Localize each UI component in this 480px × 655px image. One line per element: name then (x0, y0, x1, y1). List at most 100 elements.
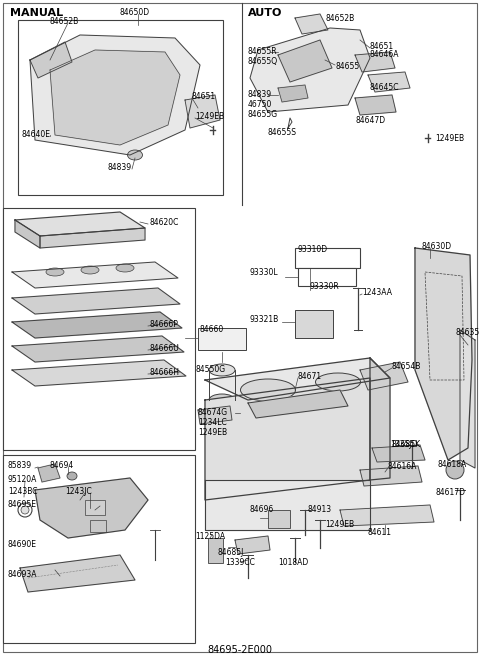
Polygon shape (355, 52, 395, 72)
Bar (298, 268, 356, 286)
Text: 84651: 84651 (370, 42, 394, 51)
Polygon shape (38, 464, 60, 482)
Text: 1243BC: 1243BC (8, 487, 37, 496)
Polygon shape (50, 50, 180, 145)
Text: 84671: 84671 (298, 372, 322, 381)
Bar (85, 500, 105, 515)
Polygon shape (15, 212, 145, 236)
Ellipse shape (116, 264, 134, 272)
Text: 84652B: 84652B (50, 17, 79, 26)
Polygon shape (12, 360, 186, 386)
Text: 1249EB: 1249EB (198, 428, 227, 437)
Polygon shape (185, 95, 220, 128)
Polygon shape (12, 288, 180, 314)
Polygon shape (35, 478, 148, 538)
Text: 93330R: 93330R (310, 282, 340, 291)
Text: 84652B: 84652B (325, 14, 354, 23)
Polygon shape (278, 85, 308, 102)
Text: 84695E: 84695E (8, 500, 37, 509)
Text: 84646A: 84646A (370, 50, 399, 59)
Text: 84550G: 84550G (195, 365, 225, 374)
Polygon shape (205, 480, 370, 530)
Text: 95120A: 95120A (8, 475, 37, 484)
Bar (295, 310, 333, 338)
Polygon shape (30, 35, 200, 155)
Text: 84647D: 84647D (355, 116, 385, 125)
Text: 1339CC: 1339CC (225, 558, 255, 567)
Ellipse shape (46, 268, 64, 276)
Polygon shape (460, 330, 475, 468)
Text: 1249EB: 1249EB (325, 520, 354, 529)
Polygon shape (372, 445, 425, 462)
Text: 84655Q: 84655Q (248, 57, 278, 66)
Bar (208, 538, 223, 563)
Text: 84620C: 84620C (150, 218, 180, 227)
Text: 84660: 84660 (200, 325, 224, 334)
Polygon shape (370, 358, 390, 480)
Text: 84839: 84839 (108, 163, 132, 172)
Polygon shape (360, 362, 408, 390)
Text: 84695-2E000: 84695-2E000 (207, 645, 273, 655)
Text: 84666U: 84666U (150, 344, 180, 353)
Text: 1335JD: 1335JD (390, 440, 418, 449)
Ellipse shape (315, 373, 360, 391)
Bar (3, 208, 195, 450)
Text: 84666H: 84666H (150, 368, 180, 377)
Polygon shape (340, 505, 434, 526)
Text: 1234LC: 1234LC (198, 418, 227, 427)
Polygon shape (205, 378, 370, 500)
Text: 84839: 84839 (248, 90, 272, 99)
Ellipse shape (128, 150, 143, 160)
Ellipse shape (67, 472, 77, 480)
Text: 84655S: 84655S (268, 128, 297, 137)
Text: 84654B: 84654B (392, 362, 421, 371)
Bar (3, 455, 195, 643)
Polygon shape (360, 466, 422, 486)
Text: 84685J: 84685J (218, 548, 244, 557)
Bar (90, 520, 106, 532)
Text: 84640E: 84640E (22, 130, 51, 139)
Text: 1243AA: 1243AA (362, 288, 392, 297)
Text: 84674G: 84674G (198, 408, 228, 417)
Polygon shape (250, 28, 370, 112)
Text: 84655G: 84655G (248, 110, 278, 119)
Text: 84630D: 84630D (422, 242, 452, 251)
Polygon shape (20, 555, 135, 592)
Ellipse shape (18, 503, 32, 517)
Text: 1249EB: 1249EB (435, 134, 464, 143)
Polygon shape (198, 406, 232, 424)
Text: 84693A: 84693A (8, 570, 37, 579)
Ellipse shape (81, 266, 99, 274)
Ellipse shape (209, 364, 235, 376)
Text: 84655R: 84655R (248, 47, 277, 56)
Text: 84650D: 84650D (120, 8, 150, 17)
Polygon shape (30, 42, 72, 78)
Text: 84616A: 84616A (388, 462, 418, 471)
Polygon shape (415, 248, 472, 460)
Text: 85839: 85839 (8, 461, 32, 470)
Polygon shape (40, 228, 145, 248)
Bar (18, 20, 223, 195)
Text: 1243JC: 1243JC (65, 487, 92, 496)
Polygon shape (248, 390, 348, 418)
Polygon shape (355, 95, 396, 115)
Text: 46750: 46750 (248, 100, 272, 109)
Text: 84651: 84651 (192, 92, 216, 101)
Text: 93321B: 93321B (250, 315, 279, 324)
Text: 1249EB: 1249EB (195, 112, 224, 121)
Bar (198, 328, 246, 350)
Polygon shape (15, 220, 40, 248)
Text: 84611: 84611 (368, 528, 392, 537)
Polygon shape (205, 358, 390, 400)
Text: 84655: 84655 (335, 62, 359, 71)
Text: 1125DA: 1125DA (195, 532, 225, 541)
Text: 84617D: 84617D (435, 488, 465, 497)
Polygon shape (12, 262, 178, 288)
Text: 84696: 84696 (250, 505, 274, 514)
Ellipse shape (21, 506, 29, 514)
Polygon shape (368, 72, 410, 92)
Text: 1018AD: 1018AD (278, 558, 308, 567)
Ellipse shape (240, 379, 296, 401)
Ellipse shape (446, 461, 464, 479)
Text: 84666P: 84666P (150, 320, 179, 329)
